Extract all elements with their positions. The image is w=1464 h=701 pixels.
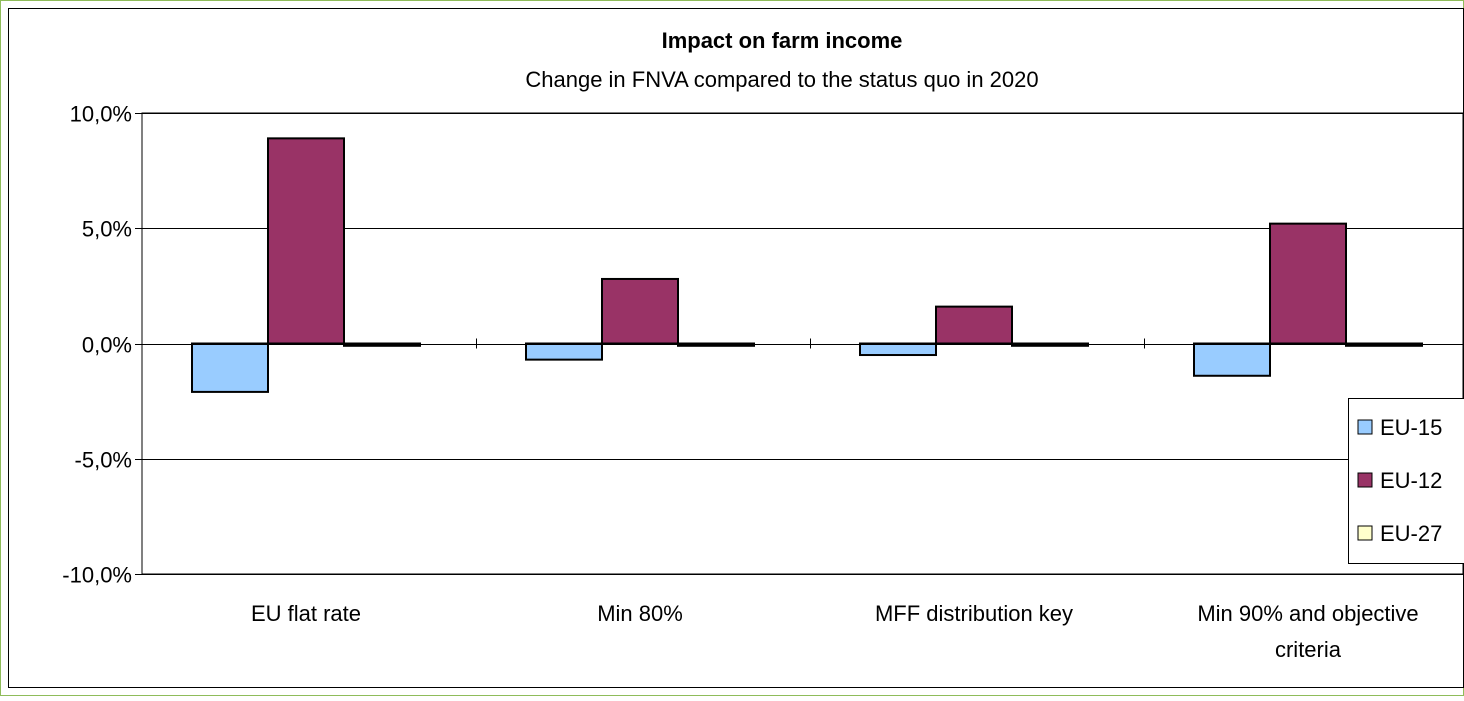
y-tick-label: -5,0% [75, 448, 132, 473]
bar-eu-15 [860, 344, 936, 356]
y-tick-label: 10,0% [70, 102, 132, 127]
legend-swatch-eu-12 [1358, 473, 1372, 487]
y-tick-label: -10,0% [62, 563, 132, 588]
bar-eu-15 [192, 344, 268, 392]
bar-eu-15 [1194, 344, 1270, 376]
bar-eu-12 [268, 138, 344, 343]
x-category-label: MFF distribution key [875, 601, 1073, 626]
legend: EU-15 EU-12 EU-27 [1349, 399, 1464, 564]
bar-eu-12 [602, 279, 678, 344]
x-category-label: criteria [1275, 637, 1342, 662]
x-category-label: Min 90% and objective [1197, 601, 1418, 626]
legend-label-eu-15: EU-15 [1380, 415, 1442, 440]
y-tick-label: 5,0% [82, 217, 132, 242]
x-category-label: EU flat rate [251, 601, 361, 626]
chart-subtitle: Change in FNVA compared to the status qu… [525, 67, 1038, 92]
bar-eu-12 [1270, 224, 1346, 344]
legend-swatch-eu-27 [1358, 526, 1372, 540]
x-category-label: Min 80% [597, 601, 683, 626]
y-tick-label: 0,0% [82, 333, 132, 358]
legend-label-eu-27: EU-27 [1380, 521, 1442, 546]
bar-eu-15 [526, 344, 602, 360]
chart-title: Impact on farm income [662, 28, 903, 53]
bar-eu-12 [936, 307, 1012, 344]
legend-label-eu-12: EU-12 [1380, 468, 1442, 493]
legend-swatch-eu-15 [1358, 420, 1372, 434]
